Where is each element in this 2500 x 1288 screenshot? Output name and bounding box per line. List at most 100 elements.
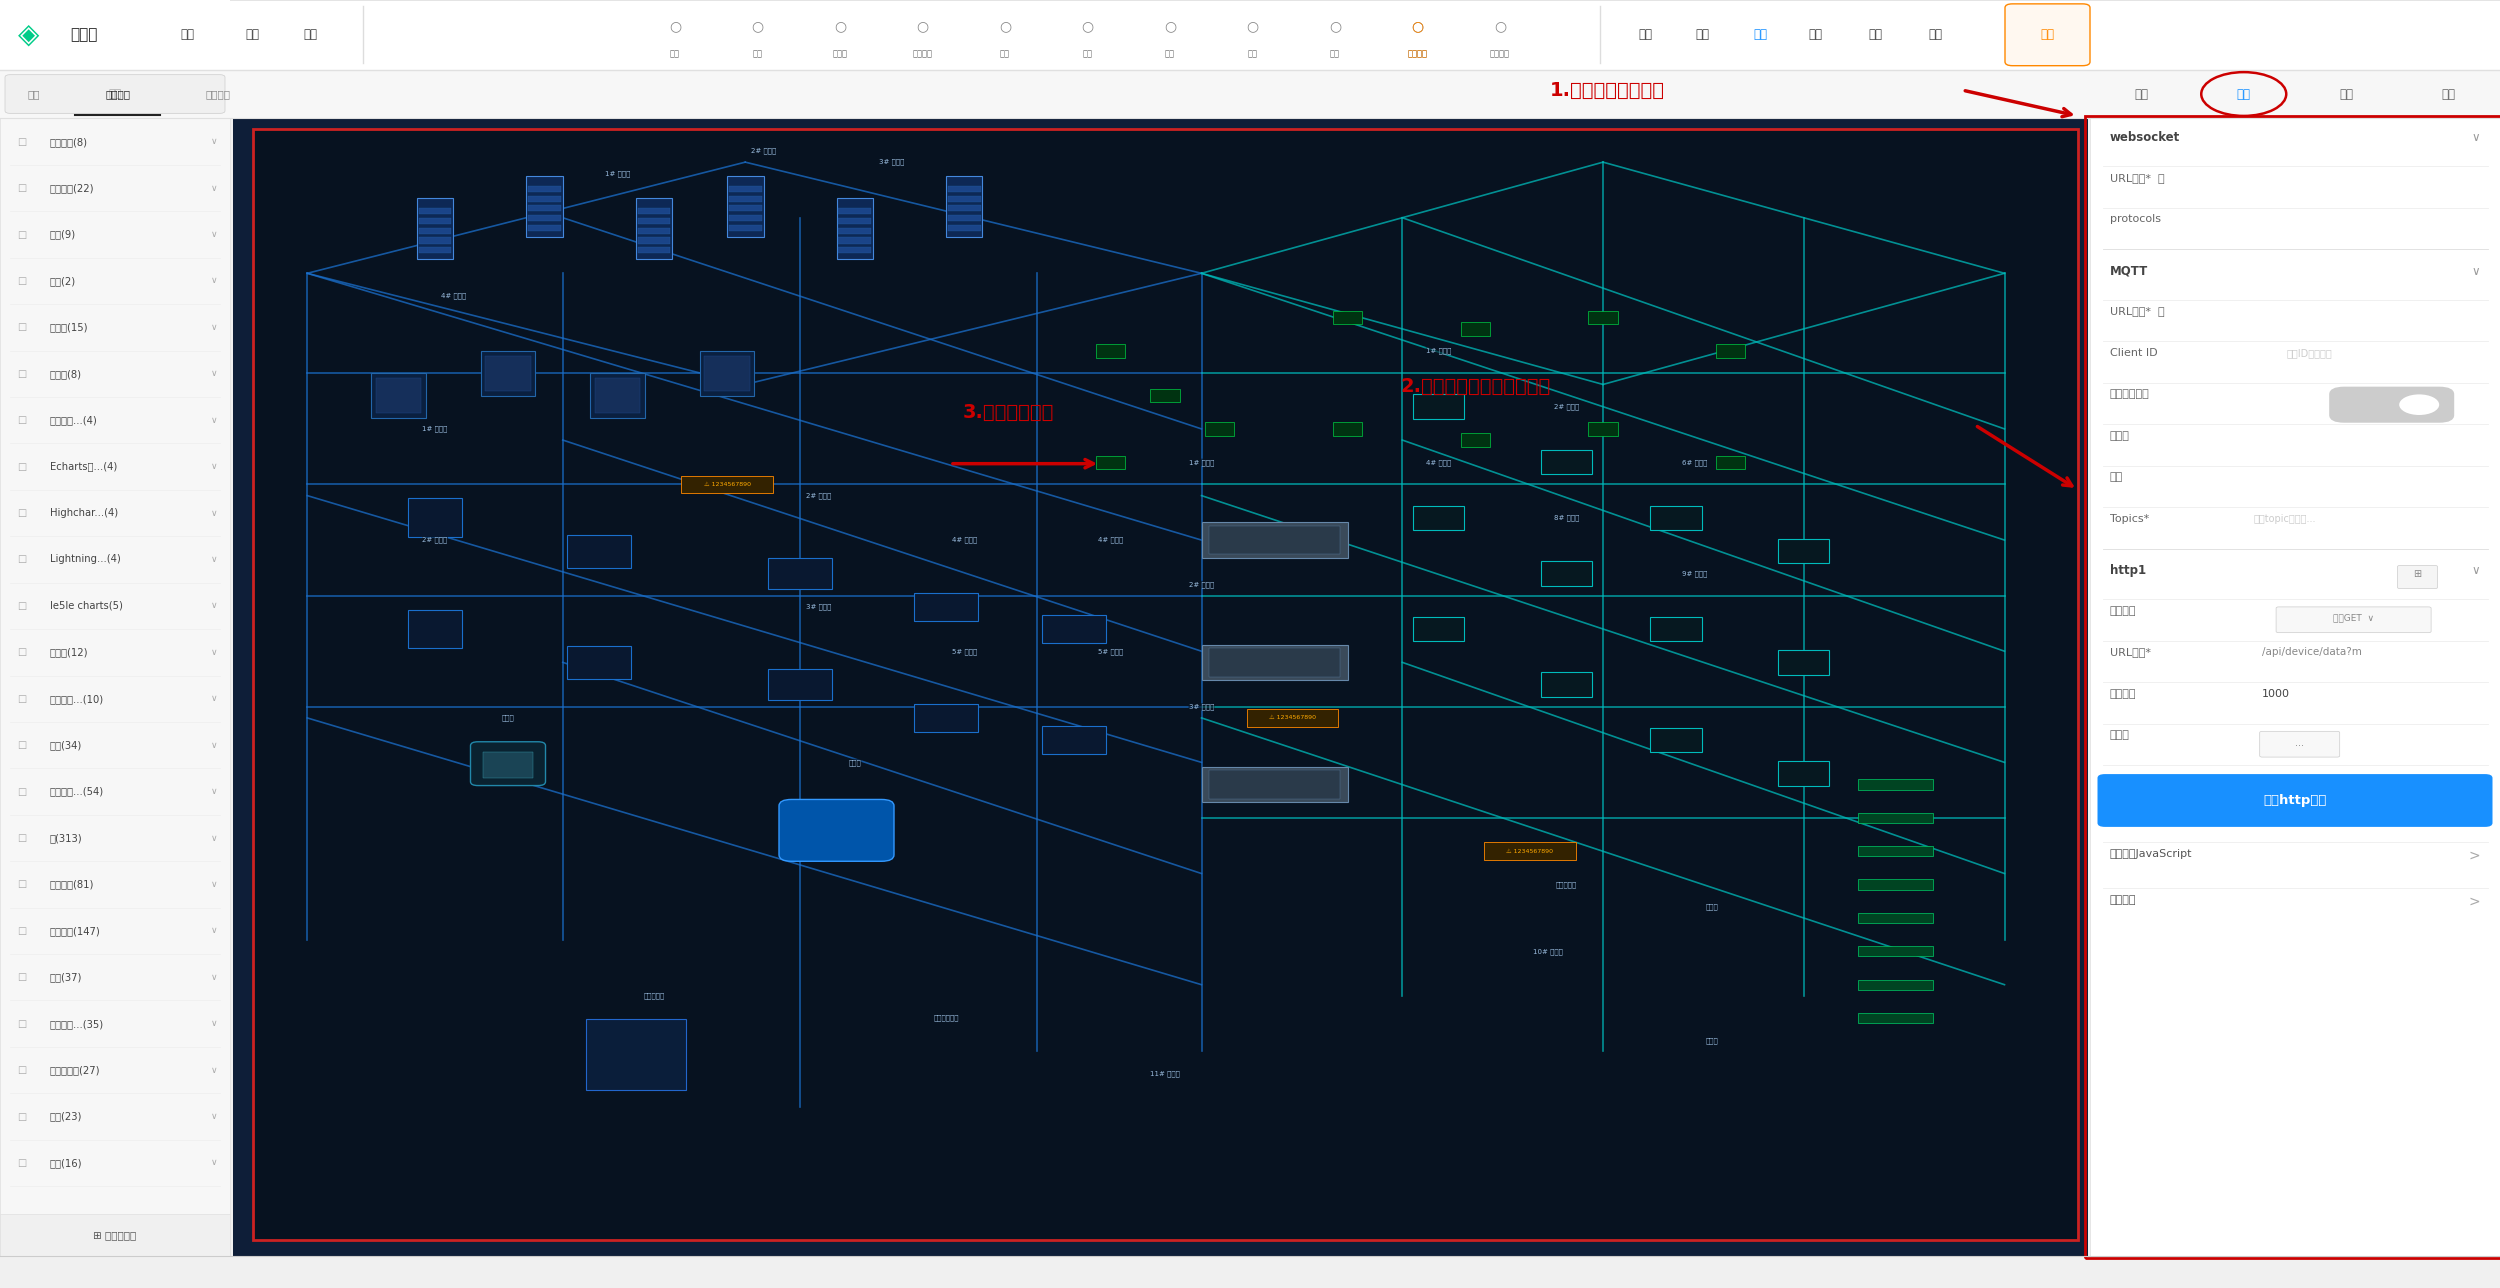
Text: 预览: 预览 [1695, 28, 1710, 41]
FancyBboxPatch shape [2098, 774, 2492, 827]
Text: ⚠ 1234567890: ⚠ 1234567890 [703, 482, 750, 487]
Text: 5# 冷心泵: 5# 冷心泵 [1098, 648, 1122, 654]
Text: □: □ [18, 507, 28, 518]
Text: 乐宝: 乐宝 [2040, 28, 2055, 41]
Text: /api/device/data?m: /api/device/data?m [2262, 647, 2362, 657]
Text: ○: ○ [918, 19, 928, 33]
Bar [485, 355, 530, 392]
Text: ∨: ∨ [210, 833, 217, 842]
Text: ∨: ∨ [210, 1019, 217, 1028]
Text: 2# 补水泵: 2# 补水泵 [422, 537, 447, 544]
Text: 逻辑门电路(27): 逻辑门电路(27) [50, 1065, 100, 1075]
Text: ⚠ 1234567890: ⚠ 1234567890 [1508, 849, 1552, 854]
Bar [568, 535, 630, 568]
Text: 时序图和...(4): 时序图和...(4) [50, 415, 98, 425]
Bar [1042, 616, 1105, 643]
Text: 1# 冷却塔: 1# 冷却塔 [605, 170, 630, 176]
Text: 4# 冷却泵: 4# 冷却泵 [952, 537, 978, 544]
Text: □: □ [18, 880, 28, 890]
Circle shape [2400, 394, 2440, 415]
Text: 故障树(12): 故障树(12) [50, 648, 88, 657]
Bar [1460, 322, 1490, 336]
Bar [1332, 312, 1362, 325]
Text: 图层: 图层 [2135, 88, 2148, 100]
Bar [682, 475, 772, 493]
Text: □: □ [18, 1158, 28, 1168]
Bar [0, 70, 2500, 118]
Bar [838, 228, 870, 233]
Bar [948, 205, 980, 211]
Text: Topics*: Topics* [2110, 514, 2150, 524]
Text: ○: ○ [1000, 19, 1010, 33]
Bar [1412, 506, 1465, 531]
Text: ∨: ∨ [2472, 564, 2480, 577]
Text: 5# 冷却泵: 5# 冷却泵 [952, 648, 978, 654]
Bar [1858, 779, 1932, 790]
Text: □: □ [18, 741, 28, 750]
Text: 基本形状(22): 基本形状(22) [50, 183, 95, 193]
Bar [635, 198, 672, 259]
Text: ∨: ∨ [210, 1065, 217, 1074]
Bar [1650, 506, 1702, 531]
Text: ∨: ∨ [210, 694, 217, 703]
Bar [768, 558, 832, 589]
Text: ...: ... [2295, 738, 2305, 748]
Text: 10# 冷却泵: 10# 冷却泵 [1532, 948, 1562, 954]
Text: ⚠ 1234567890: ⚠ 1234567890 [1270, 715, 1315, 720]
Text: 编辑: 编辑 [1638, 28, 1652, 41]
Text: 2# 离心机: 2# 离心机 [1190, 581, 1215, 587]
Text: 连线: 连线 [1165, 50, 1175, 59]
Text: ∨: ∨ [2472, 265, 2480, 278]
Text: 楼字(37): 楼字(37) [50, 972, 82, 983]
Bar [945, 176, 982, 237]
Bar [0, 0, 230, 70]
Bar [528, 185, 560, 192]
Text: 唯一ID，可为空: 唯一ID，可为空 [2288, 348, 2332, 358]
Bar [700, 352, 755, 395]
Text: ∨: ∨ [210, 416, 217, 425]
FancyBboxPatch shape [2398, 565, 2438, 589]
Text: 通信: 通信 [2238, 88, 2250, 100]
Bar [375, 377, 423, 413]
Bar [730, 225, 762, 231]
Text: 多个topic以英文...: 多个topic以英文... [2255, 514, 2318, 524]
Text: 请求头: 请求头 [2110, 730, 2130, 741]
Text: □: □ [18, 1112, 28, 1122]
Bar [1485, 842, 1575, 860]
Text: ∨: ∨ [210, 184, 217, 193]
Text: 3# 冷却泵: 3# 冷却泵 [805, 604, 830, 611]
Bar [1042, 726, 1105, 753]
Text: 云发: 云发 [1808, 28, 1822, 41]
FancyBboxPatch shape [2275, 607, 2430, 632]
Text: 1.配置通讯地址信息: 1.配置通讯地址信息 [1550, 81, 1665, 99]
Text: 铅笔: 铅笔 [752, 50, 762, 59]
Text: 集水器: 集水器 [1705, 1037, 1720, 1043]
Bar [1095, 456, 1125, 469]
Bar [418, 209, 452, 214]
Bar [0, 0, 2500, 70]
Text: ∨: ∨ [2472, 131, 2480, 144]
Text: □: □ [18, 601, 28, 611]
Text: □: □ [18, 972, 28, 983]
Bar [418, 198, 452, 259]
Text: □: □ [18, 322, 28, 332]
Bar [730, 205, 762, 211]
Text: ○: ○ [835, 19, 845, 33]
Text: 板式热换器: 板式热换器 [642, 993, 665, 999]
Text: ∨: ∨ [210, 1158, 217, 1167]
Text: 1# 补水泵: 1# 补水泵 [422, 425, 447, 433]
Bar [838, 198, 872, 259]
Text: 系统组件: 系统组件 [105, 89, 130, 99]
Text: URL地址*: URL地址* [2110, 647, 2150, 657]
Bar [1858, 980, 1932, 990]
Text: 3# 离心机: 3# 离心机 [1190, 703, 1215, 710]
Text: 搜索: 搜索 [107, 89, 122, 99]
Text: 3.画面自动更新: 3.画面自动更新 [962, 403, 1055, 421]
Text: 中文: 中文 [1928, 28, 1942, 41]
Bar [638, 228, 670, 233]
Text: 结构: 结构 [2442, 88, 2455, 100]
Text: 1# 冷却泵: 1# 冷却泵 [1425, 348, 1452, 354]
Bar [528, 176, 562, 237]
Bar [1650, 728, 1702, 752]
Text: □: □ [18, 555, 28, 564]
